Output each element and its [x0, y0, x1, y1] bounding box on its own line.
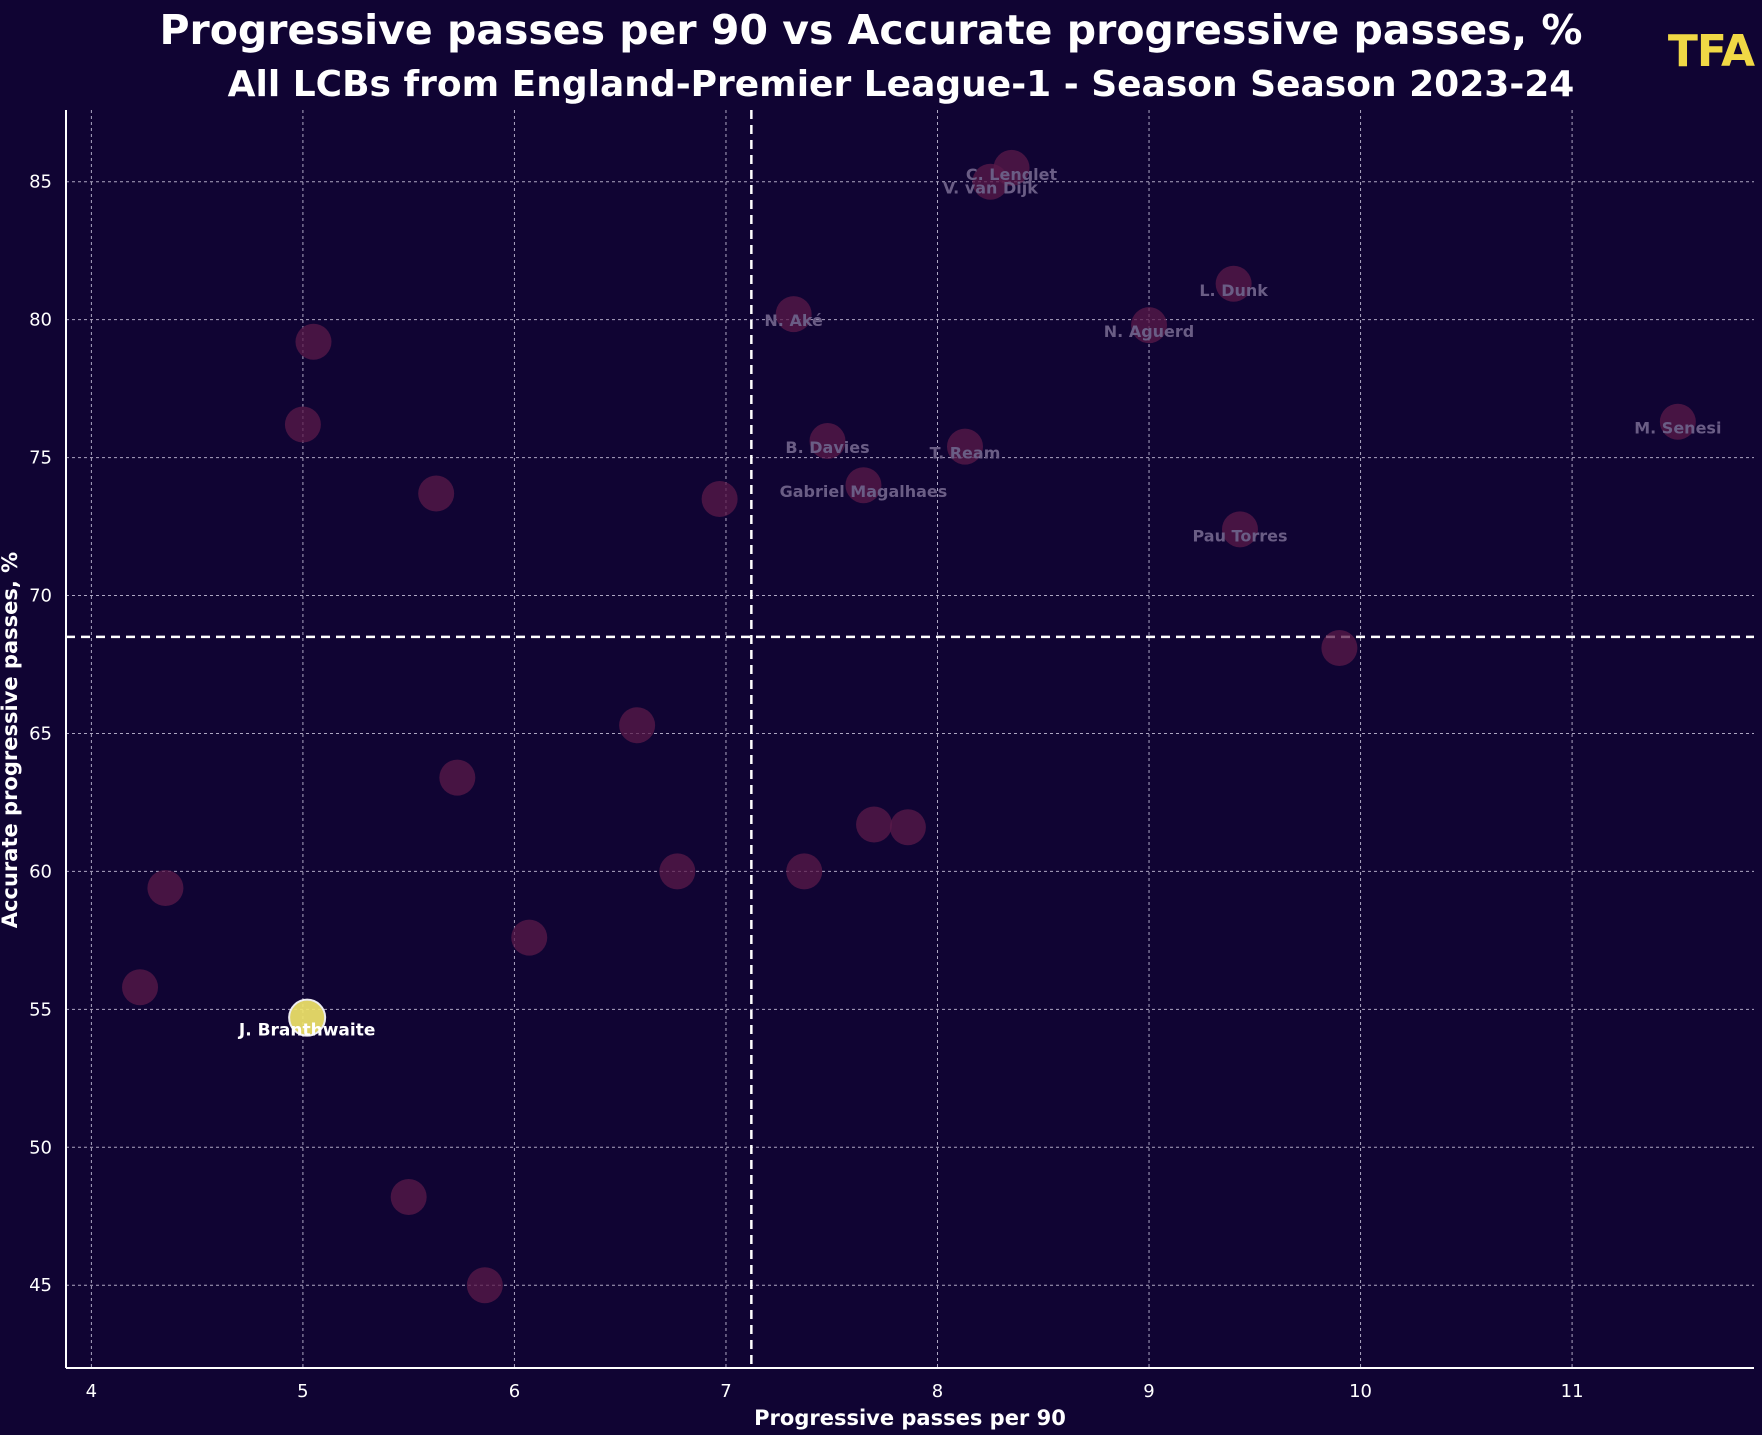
- scatter-point: [1221, 511, 1258, 548]
- y-tick-label: 45: [29, 1275, 52, 1296]
- x-tick-label: 4: [86, 1381, 97, 1402]
- mean-layer: [66, 110, 1754, 1368]
- chart-subtitle: All LCBs from England-Premier League-1 -…: [227, 64, 1575, 105]
- scatter-point: [122, 969, 159, 1006]
- y-tick-label: 65: [29, 723, 52, 744]
- point-label: Pau Torres: [1192, 526, 1287, 545]
- y-tick-label: 75: [29, 448, 52, 469]
- x-tick-label: 10: [1349, 1381, 1372, 1402]
- scatter-point: [856, 806, 893, 843]
- x-tick-label: 9: [1143, 1381, 1154, 1402]
- point-label: M. Senesi: [1634, 419, 1721, 438]
- scatter-point: [889, 809, 926, 846]
- x-tick-label: 6: [509, 1381, 520, 1402]
- point-label: N. Aguerd: [1104, 322, 1194, 341]
- grid-layer: [66, 110, 1754, 1368]
- scatter-point: [147, 869, 184, 906]
- scatter-point: [701, 480, 738, 517]
- scatter-point: [619, 707, 656, 744]
- scatter-point: [809, 423, 846, 460]
- point-label: N. Aké: [764, 311, 823, 330]
- scatter-point: [284, 406, 321, 443]
- x-tick-label: 11: [1561, 1381, 1584, 1402]
- x-tick-label: 5: [297, 1381, 308, 1402]
- highlight-point: [288, 998, 327, 1037]
- scatter-point: [1131, 307, 1168, 344]
- y-tick-label: 70: [29, 586, 52, 607]
- scatter-point: [972, 163, 1009, 200]
- point-label: T. Ream: [930, 444, 1001, 463]
- scatter-point: [439, 759, 476, 796]
- y-tick-label: 60: [29, 861, 52, 882]
- chart-title: Progressive passes per 90 vs Accurate pr…: [159, 6, 1583, 54]
- highlight-point-label: J. Branthwaite: [238, 1021, 376, 1041]
- point-label: V. van Dijk: [943, 179, 1038, 198]
- scatter-point: [1321, 629, 1358, 666]
- y-tick-label: 50: [29, 1137, 52, 1158]
- tfa-logo: TFA: [1667, 26, 1755, 77]
- scatter-point: [845, 467, 882, 504]
- scatter-point: [775, 296, 812, 333]
- scatter-point: [466, 1267, 503, 1304]
- point-label: B. Davies: [785, 438, 869, 457]
- point-label: Gabriel Magalhaes: [780, 482, 948, 501]
- scatter-point: [418, 475, 455, 512]
- point-label: C. Lenglet: [966, 165, 1058, 184]
- axis-layer: [65, 110, 1754, 1369]
- scatter-point: [295, 323, 332, 360]
- point-label: L. Dunk: [1199, 281, 1268, 300]
- y-tick-label: 80: [29, 310, 52, 331]
- y-tick-label: 55: [29, 999, 52, 1020]
- scatter-point: [786, 853, 823, 890]
- scatter-point: [511, 919, 548, 956]
- x-axis-label: Progressive passes per 90: [754, 1406, 1066, 1430]
- x-tick-label: 7: [720, 1381, 731, 1402]
- scatter-point: [946, 428, 983, 465]
- scatter-point: [1659, 403, 1696, 440]
- scatter-point: [390, 1178, 427, 1215]
- y-axis-label: Accurate progressive passes, %: [0, 552, 22, 928]
- scatter-point: [659, 853, 696, 890]
- point-layer: [122, 149, 1696, 1304]
- y-tick-label: 85: [29, 172, 52, 193]
- x-tick-label: 8: [932, 1381, 943, 1402]
- scatter-point: [1215, 265, 1252, 302]
